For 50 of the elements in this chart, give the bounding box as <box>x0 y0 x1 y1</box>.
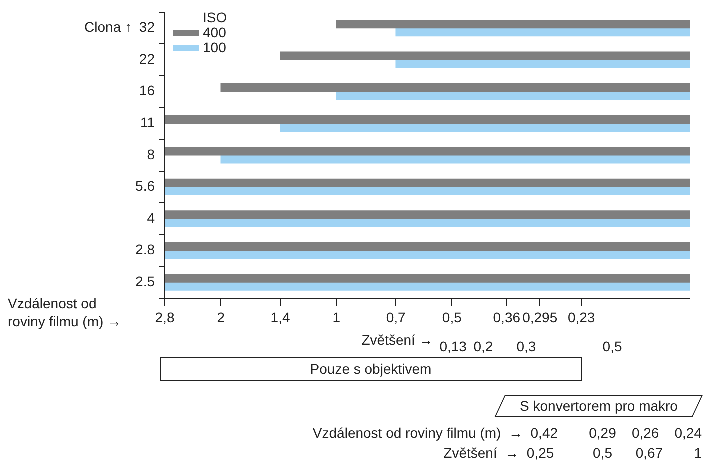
y-tick-label: 2.5 <box>136 273 156 290</box>
x-tick-label: 1 <box>332 310 341 326</box>
x2-tick-label: 0,2 <box>474 338 494 354</box>
x2-tick-label: 0,13 <box>440 338 468 354</box>
bar <box>280 52 690 60</box>
bar <box>165 147 690 156</box>
bar <box>165 210 690 220</box>
bar <box>396 28 690 37</box>
bar <box>165 282 690 291</box>
y-tick-label: 22 <box>139 50 156 67</box>
y-tick-label: 32 <box>139 19 156 36</box>
x-tick-label: 2 <box>217 310 226 326</box>
text: Zvětšení → 0,25 0,5 0,67 1 <box>444 445 702 461</box>
x-tick-label: 2,8 <box>155 310 175 326</box>
x-tick-label: 0,7 <box>386 310 406 326</box>
y-tick-label: 16 <box>139 82 156 99</box>
bar <box>336 20 690 29</box>
y-axis-title: Clona ↑ <box>84 19 132 36</box>
legend-title: ISO <box>203 9 228 26</box>
bar <box>165 218 690 228</box>
y-tick-label: 5.6 <box>136 178 156 194</box>
legend-label: 100 <box>203 39 227 56</box>
x2-axis-title: Zvětšení → <box>362 332 434 348</box>
x-tick-label: 0,23 <box>568 310 596 326</box>
y-tick-label: 2.8 <box>136 242 156 258</box>
x-tick-label: 1,4 <box>270 310 290 326</box>
bar <box>396 60 690 68</box>
legend-label: 400 <box>203 24 227 40</box>
bar <box>220 155 690 164</box>
bar <box>165 250 690 260</box>
x-tick-label: 0,36 <box>493 310 521 326</box>
x-tick-label: 0,5 <box>442 310 462 326</box>
bar <box>220 84 690 92</box>
y-tick-label: 11 <box>140 114 156 130</box>
bar <box>336 92 690 100</box>
y-tick-label: 8 <box>147 146 156 162</box>
x-axis-title: Vzdálenost od roviny filmu (m) → <box>8 295 122 330</box>
text: Pouze s objektivem <box>160 357 582 381</box>
bar <box>280 123 690 132</box>
text: S konvertorem pro makro <box>519 397 679 416</box>
bar <box>165 186 690 196</box>
text: Vzdálenost od roviny filmu (m) → 0,42 0,29 0,26 0,24 <box>312 425 702 441</box>
bar <box>165 274 690 283</box>
x-tick-label: 0,295 <box>522 310 558 326</box>
x2-tick-label: 0,3 <box>516 338 536 354</box>
bar <box>165 242 690 252</box>
y-tick-label: 4 <box>147 210 156 226</box>
bar <box>165 115 690 124</box>
bar <box>165 178 690 188</box>
x2-tick-label: 0,5 <box>602 338 622 354</box>
